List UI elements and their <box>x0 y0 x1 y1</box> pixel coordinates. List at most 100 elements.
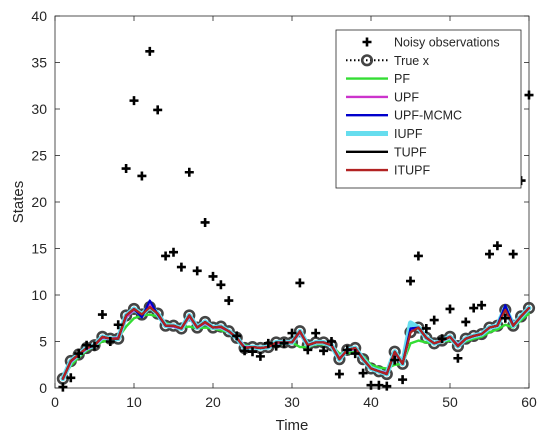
true-x-marker <box>127 302 141 316</box>
noisy-observation-marker <box>279 338 289 348</box>
noisy-observation-marker <box>255 351 265 361</box>
x-tick-label: 0 <box>51 394 59 410</box>
noisy-observation-marker <box>82 340 92 350</box>
legend-item-itupf: ITUPF <box>346 164 430 178</box>
noisy-observation-marker <box>153 105 163 115</box>
x-tick-label: 60 <box>521 394 537 410</box>
noisy-observation-marker <box>406 276 415 286</box>
y-axis-title: States <box>10 181 27 224</box>
true-x-marker <box>357 353 370 366</box>
legend-item-noisy-observations: Noisy observations <box>362 36 500 50</box>
legend-item-iupf: IUPF <box>346 127 423 141</box>
noisy-observation-marker <box>176 262 186 272</box>
noisy-observation-marker <box>169 247 178 257</box>
y-tick-label: 5 <box>39 334 47 350</box>
noisy-observation-marker <box>66 373 76 383</box>
legend-swatch <box>362 37 372 47</box>
y-tick-label: 25 <box>31 148 47 164</box>
noisy-observation-marker <box>137 171 147 181</box>
noisy-observation-marker <box>390 355 400 365</box>
noisy-observation-marker <box>374 380 384 390</box>
noisy-observation-marker <box>334 369 344 379</box>
noisy-observation-marker <box>145 46 155 56</box>
noisy-observation-marker <box>97 310 107 320</box>
noisy-observation-marker <box>485 249 494 259</box>
x-tick-label: 50 <box>442 394 458 410</box>
y-tick-label: 15 <box>31 241 47 257</box>
legend-label: True x <box>394 54 430 68</box>
noisy-observation-marker <box>232 331 242 341</box>
legend-label: PF <box>394 72 410 86</box>
noisy-observation-marker <box>500 313 510 323</box>
legend-item-upf-mcmc: UPF-MCMC <box>346 109 462 123</box>
legend-item-true-x: True x <box>346 54 430 68</box>
legend: Noisy observations True x PF UPF UPF-MCMC IUP… <box>335 29 522 189</box>
true-x-marker <box>451 340 465 353</box>
noisy-observation-marker <box>477 300 487 310</box>
noisy-observation-marker <box>398 375 408 385</box>
legend-label: ITUPF <box>394 164 430 178</box>
noisy-observation-marker <box>342 345 352 355</box>
x-tick-label: 10 <box>126 394 142 410</box>
noisy-observation-marker <box>437 334 447 344</box>
y-tick-label: 30 <box>31 101 47 117</box>
x-tick-label: 20 <box>205 394 221 410</box>
noisy-observation-marker <box>90 341 99 351</box>
legend-label: UPF <box>394 90 419 104</box>
series-itupf <box>61 305 531 380</box>
noisy-observation-marker <box>382 381 392 391</box>
noisy-observation-marker <box>240 346 250 356</box>
noisy-observation-marker <box>461 317 471 327</box>
legend-swatch-marker <box>360 54 374 67</box>
noisy-observation-marker <box>413 251 423 261</box>
noisy-observation-marker <box>492 241 502 251</box>
noisy-observation-marker <box>469 303 479 313</box>
noisy-observation-marker <box>421 323 431 333</box>
noisy-observation-marker <box>113 320 123 330</box>
legend-item-pf: PF <box>346 72 410 86</box>
noisy-observation-marker <box>508 249 518 259</box>
series-noisy-observations <box>58 46 534 392</box>
noisy-observation-marker <box>311 328 321 338</box>
noisy-observation-marker <box>248 347 257 357</box>
noisy-observation-marker <box>74 349 84 359</box>
y-tick-label: 35 <box>31 55 47 71</box>
noisy-observation-marker <box>453 353 463 363</box>
noisy-observation-marker <box>224 296 234 306</box>
legend-label: TUPF <box>394 145 427 159</box>
noisy-observation-marker <box>303 345 313 355</box>
noisy-observation-marker <box>58 382 68 392</box>
x-axis-title: Time <box>276 417 309 434</box>
noisy-observation-marker <box>319 346 329 356</box>
legend-label: IUPF <box>394 127 423 141</box>
noisy-observation-marker <box>192 266 202 276</box>
noisy-observation-marker <box>429 315 439 325</box>
y-tick-label: 40 <box>31 8 47 24</box>
noisy-observation-marker <box>271 341 281 351</box>
y-tick-label: 10 <box>31 287 47 303</box>
noisy-observation-marker <box>161 251 171 261</box>
x-tick-label: 40 <box>363 394 379 410</box>
noisy-observation-marker <box>358 368 368 378</box>
noisy-observation-marker <box>200 217 210 227</box>
legend-item-upf: UPF <box>346 90 419 104</box>
noisy-observation-marker <box>350 349 360 359</box>
noisy-observation-marker <box>184 167 194 177</box>
noisy-observation-marker <box>327 337 336 346</box>
noisy-observation-marker <box>524 90 534 100</box>
noisy-observation-marker <box>287 328 297 338</box>
true-x-marker <box>151 307 164 320</box>
noisy-observation-marker <box>129 96 139 106</box>
noisy-observation-marker <box>445 304 455 314</box>
legend-label: Noisy observations <box>394 36 500 50</box>
noisy-observation-marker <box>295 278 305 288</box>
legend-label: UPF-MCMC <box>394 109 462 123</box>
noisy-observation-marker <box>105 337 115 346</box>
noisy-observation-marker <box>216 280 226 290</box>
noisy-observation-marker <box>263 338 273 348</box>
series-layer <box>56 46 536 392</box>
legend-item-tupf: TUPF <box>346 145 427 159</box>
series-line-itupf <box>61 305 531 380</box>
